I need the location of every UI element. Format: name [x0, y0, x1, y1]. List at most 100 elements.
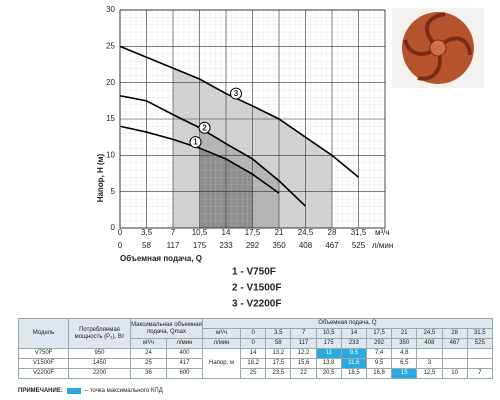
legend-entry: 1 - V750F [232, 267, 276, 278]
table-cell: л/мин [165, 338, 204, 349]
x-tick-label: 17,5 [245, 228, 261, 237]
y-tick-label: 25 [106, 41, 115, 50]
curve-marker-label: 1 [193, 138, 198, 147]
curve-marker [230, 87, 242, 100]
table-cell: 0 [240, 328, 267, 339]
table-cell: 58 [265, 338, 292, 349]
x-unit: м³/ч [375, 228, 390, 237]
table-cell [466, 358, 493, 369]
table-cell: 24 [130, 348, 167, 359]
curve-marker [198, 121, 211, 134]
x2-tick-label: 175 [193, 241, 207, 250]
table-cell: 23,5 [265, 368, 292, 379]
table-cell: 467 [441, 338, 468, 349]
y-tick-label: 20 [106, 78, 115, 87]
table-cell [416, 348, 443, 359]
curve [119, 94, 307, 207]
curve-marker [189, 136, 202, 149]
table-row: м³/ч 0 3,5 7 10,5 14 17,5 21 24,5 28 31,5 [19, 328, 493, 339]
table-cell: 9,5 [365, 358, 393, 369]
x2-tick-label: 292 [246, 241, 260, 250]
table-cell: 36 [130, 368, 167, 379]
table-cell: 22 [290, 368, 317, 379]
table-cell: 16,8 [365, 368, 393, 379]
table-cell: 17,5 [265, 358, 292, 369]
table-row: V1500F 1450 25 417 18,2 17,5 15,6 13,8 11,6 9,5 6,… [18, 358, 493, 369]
table-cell: 10 [441, 368, 468, 379]
y-tick-label: 15 [106, 114, 115, 123]
table-cell: 350 [391, 338, 418, 349]
impeller-hub [429, 39, 447, 57]
table-cell: 25 [130, 358, 167, 369]
table-cell: Потребляемая мощность (P₂), Вт [68, 318, 131, 349]
table-cell: Напор, м [202, 348, 242, 379]
x-tick-label: 7 [171, 228, 176, 237]
table-cell: 408 [416, 338, 443, 349]
table-cell: 24,5 [416, 328, 443, 339]
spec-table: Модель Потребляемая мощность (P₂), Вт Макс… [18, 318, 493, 379]
table-cell: 14 [340, 328, 367, 339]
x-tick-label: 31,5 [351, 228, 367, 237]
table-cell: 18,5 [340, 368, 367, 379]
table-cell: 31,5 [466, 328, 493, 339]
chart: 12 3 Напор, H (м) м³/ч л/мин Объемная под… [96, 5, 484, 310]
table-cell: 18,2 [240, 358, 267, 369]
table-cell: 10,5 [315, 328, 342, 339]
table-cell [441, 358, 468, 369]
table-cell: 13,2 [265, 348, 292, 359]
table-cell: 3,5 [265, 328, 292, 339]
table-cell: 11 [315, 348, 342, 359]
table-row: V2200F 2200 36 600 25 23,5 22 20,5 18,5 16,8 15 12,… [18, 368, 493, 379]
curves: 12 3 [119, 45, 360, 207]
x2-tick-label: 233 [219, 241, 233, 250]
table-cell: 4,8 [391, 348, 418, 359]
table-cell: 15,6 [290, 358, 317, 369]
curve [119, 45, 360, 178]
table-cell: 25 [240, 368, 267, 379]
table-cell: 117 [290, 338, 317, 349]
x2-tick-label: 58 [142, 241, 151, 250]
table-cell: 417 [165, 358, 204, 369]
table-cell: Объемная подача, Q [202, 318, 493, 329]
x2-tick-label: 467 [325, 241, 339, 250]
table-cell: м³/ч [130, 338, 167, 349]
y-tick-label: 0 [111, 223, 116, 232]
table-cell: 7 [290, 328, 317, 339]
x2-tick-label: 117 [167, 241, 180, 250]
impeller-vanes [403, 12, 472, 81]
x2-unit: л/мин [372, 241, 393, 250]
table-cell: 600 [165, 368, 204, 379]
x-tick-label: 28 [328, 228, 337, 237]
table-cell: V750F [18, 348, 69, 359]
table-cell: 11,6 [340, 358, 367, 369]
x2-tick-label: 408 [299, 241, 313, 250]
table-cell: 0 [240, 338, 267, 349]
table-cell: 9,5 [340, 348, 367, 359]
note-swatch [66, 388, 81, 394]
table-cell: 950 [68, 348, 131, 359]
table-cell: 292 [365, 338, 393, 349]
table-cell: V2200F [18, 368, 69, 379]
y-axis-label: Напор, H (м) [96, 153, 105, 202]
y-tick-label: 30 [106, 5, 115, 14]
table-cell: 12,5 [416, 368, 443, 379]
table-cell: 1450 [68, 358, 131, 369]
x-tick-label: 14 [222, 228, 231, 237]
legend-entry: 3 - V2200F [232, 299, 281, 310]
x-axis-label: Объемная подача, Q [120, 254, 202, 263]
table-cell: Максимальная объемная подача, Qmax [129, 318, 204, 339]
table-cell [466, 348, 493, 359]
table-cell: 12,2 [290, 348, 317, 359]
plot-frame [119, 9, 386, 229]
table-cell: м³/ч [202, 328, 242, 339]
table-cell: 17,5 [365, 328, 393, 339]
impeller-image [392, 8, 484, 88]
x2-tick-label: 0 [118, 241, 123, 250]
table-cell [441, 348, 468, 359]
x-tick-label: 0 [118, 228, 123, 237]
x2-tick-label: 350 [272, 241, 286, 250]
table-cell: 21 [391, 328, 418, 339]
x-tick-label: 10,5 [192, 228, 208, 237]
table-cell: 3 [416, 358, 443, 369]
